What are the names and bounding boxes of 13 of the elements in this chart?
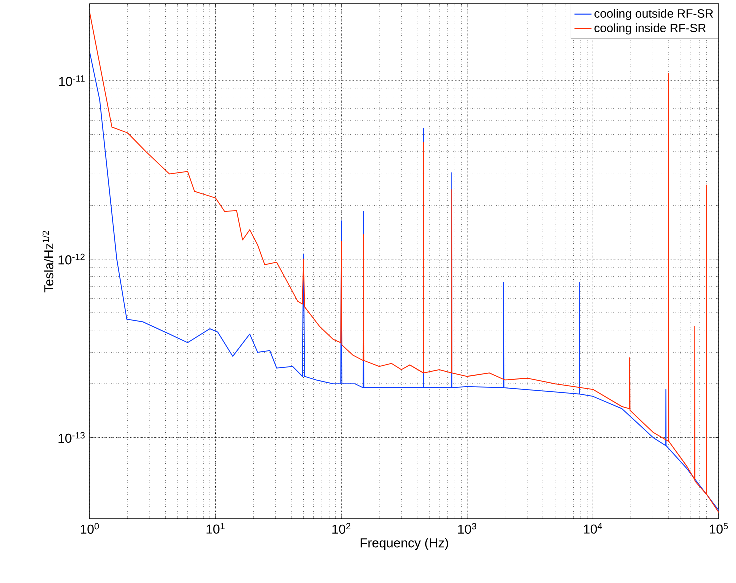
y-axis-title: Tesla/Hz$^{1/2}$ — [42, 231, 54, 293]
y-tick-label: 10$^{-11}$ — [59, 76, 85, 86]
x-tick-label: 10$^{1}$ — [206, 523, 225, 534]
legend-label: cooling outside RF-SR — [594, 9, 714, 20]
x-tick-label: 10$^{5}$ — [710, 523, 728, 534]
x-axis-title: Frequency (Hz) — [360, 538, 448, 550]
x-tick-label: 10$^{0}$ — [81, 523, 100, 534]
x-tick-label: 10$^{2}$ — [332, 523, 351, 534]
legend-label: cooling inside RF-SR — [594, 24, 706, 35]
x-tick-label: 10$^{4}$ — [584, 523, 602, 534]
y-tick-label: 10$^{-12}$ — [58, 254, 85, 265]
x-tick-label: 10$^{3}$ — [458, 523, 476, 534]
y-tick-label: 10$^{-13}$ — [58, 432, 85, 444]
